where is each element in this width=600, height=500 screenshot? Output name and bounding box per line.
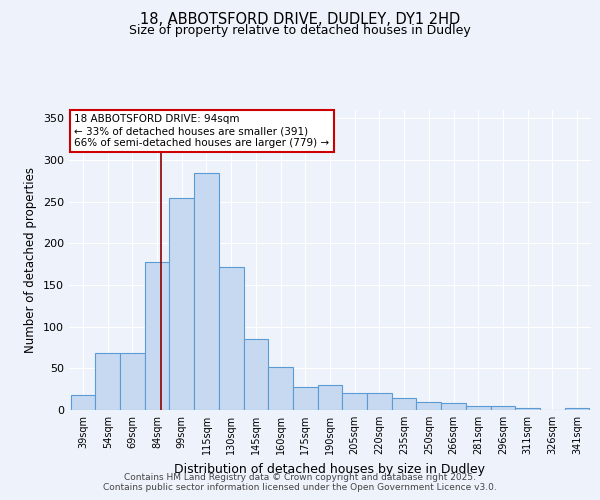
- Bar: [169, 198, 194, 410]
- Bar: [565, 408, 589, 410]
- Bar: [71, 395, 95, 410]
- Bar: [441, 404, 466, 410]
- Bar: [268, 366, 293, 410]
- Bar: [515, 408, 540, 410]
- Bar: [367, 394, 392, 410]
- Text: Size of property relative to detached houses in Dudley: Size of property relative to detached ho…: [129, 24, 471, 37]
- Bar: [343, 394, 367, 410]
- Bar: [317, 385, 343, 410]
- Bar: [145, 262, 169, 410]
- Bar: [244, 339, 268, 410]
- Bar: [194, 172, 219, 410]
- X-axis label: Distribution of detached houses by size in Dudley: Distribution of detached houses by size …: [175, 462, 485, 475]
- Bar: [293, 386, 317, 410]
- Bar: [491, 406, 515, 410]
- Bar: [95, 354, 120, 410]
- Bar: [392, 398, 416, 410]
- Bar: [219, 266, 244, 410]
- Text: Contains HM Land Registry data © Crown copyright and database right 2025.
Contai: Contains HM Land Registry data © Crown c…: [103, 473, 497, 492]
- Text: 18, ABBOTSFORD DRIVE, DUDLEY, DY1 2HD: 18, ABBOTSFORD DRIVE, DUDLEY, DY1 2HD: [140, 12, 460, 28]
- Bar: [416, 402, 441, 410]
- Y-axis label: Number of detached properties: Number of detached properties: [25, 167, 37, 353]
- Bar: [466, 406, 491, 410]
- Text: 18 ABBOTSFORD DRIVE: 94sqm
← 33% of detached houses are smaller (391)
66% of sem: 18 ABBOTSFORD DRIVE: 94sqm ← 33% of deta…: [74, 114, 329, 148]
- Bar: [120, 354, 145, 410]
